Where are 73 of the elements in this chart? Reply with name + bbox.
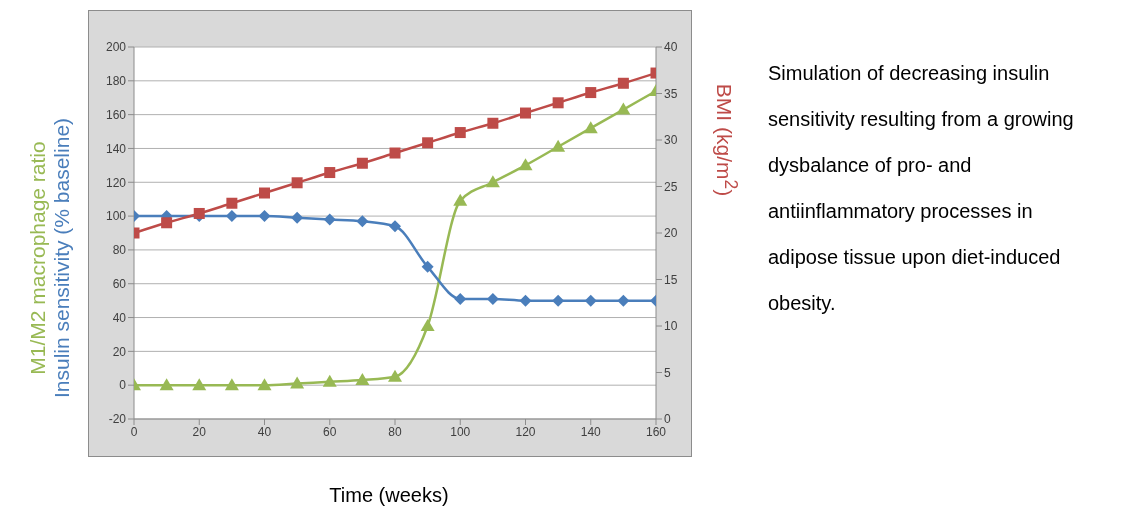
- y-tick-label: 180: [105, 74, 127, 89]
- point: [389, 147, 401, 159]
- y-tick-label: 160: [105, 107, 127, 122]
- point: [617, 294, 630, 307]
- x-tick-label: 80: [388, 424, 402, 439]
- point: [454, 127, 466, 139]
- y2-tick-label: 40: [664, 40, 678, 55]
- y2-tick-label: 15: [664, 272, 678, 287]
- y2-tick-label: 5: [664, 365, 671, 380]
- point: [355, 373, 370, 386]
- point: [291, 211, 304, 224]
- y2-tick-label: 35: [664, 86, 678, 101]
- point: [584, 294, 597, 307]
- y-tick-label: 100: [105, 209, 127, 224]
- point: [485, 175, 500, 188]
- y-tick-label: 80: [112, 243, 127, 258]
- point: [291, 177, 303, 189]
- point: [323, 213, 336, 226]
- y2-tick-label: 30: [664, 133, 678, 148]
- y-tick-label: 120: [105, 175, 127, 190]
- point: [224, 378, 239, 391]
- point: [551, 139, 566, 152]
- point: [257, 378, 272, 391]
- point: [258, 210, 271, 223]
- x-tick-label: 40: [257, 424, 272, 439]
- y2-tick-label: 20: [664, 226, 678, 241]
- point: [324, 167, 336, 179]
- point: [161, 217, 173, 229]
- text: Insulin sensitivity (% baseline): [50, 117, 74, 399]
- point: [159, 378, 174, 391]
- point: [259, 187, 270, 199]
- point: [585, 87, 597, 99]
- point: [552, 97, 564, 109]
- x-tick-label: 120: [515, 424, 536, 439]
- point: [192, 378, 207, 391]
- y-tick-label: 60: [112, 276, 127, 291]
- y-tick-label: 0: [119, 378, 127, 393]
- point: [617, 77, 629, 89]
- point: [421, 260, 434, 273]
- point: [389, 220, 401, 233]
- point: [552, 294, 565, 307]
- y2-tick-label: 10: [664, 319, 678, 334]
- point: [487, 117, 499, 129]
- y2-tick-label: 25: [664, 179, 678, 194]
- point: [422, 137, 434, 149]
- point: [520, 107, 531, 119]
- y-tick-label: 140: [105, 141, 127, 156]
- point: [356, 157, 368, 169]
- point: [322, 374, 337, 387]
- x-tick-label: 0: [130, 424, 138, 439]
- point: [453, 193, 468, 206]
- point: [583, 121, 598, 134]
- point: [518, 158, 533, 171]
- point: [519, 294, 532, 307]
- x-tick-label: 160: [645, 424, 667, 439]
- y-tick-label: -20: [108, 412, 127, 427]
- y-tick-label: 200: [105, 40, 127, 55]
- x-axis-title: Time (weeks): [329, 484, 449, 507]
- text: Simulation of decreasing insulin sensitivity resulting from a growing dysbalance of pro- and antiinflammatory processes in adipose tissue upon diet-induced obesity.: [768, 62, 1074, 314]
- x-tick-label: 20: [192, 424, 207, 439]
- y-tick-label: 20: [112, 344, 127, 359]
- point: [226, 197, 238, 209]
- point: [388, 369, 402, 382]
- point: [356, 215, 369, 228]
- x-tick-label: 60: [323, 424, 337, 439]
- point: [616, 102, 631, 115]
- x-tick-label: 140: [580, 424, 602, 439]
- point: [290, 376, 305, 389]
- text: M1/M2 macrophage ratio: [26, 141, 50, 375]
- y2-tick-label: 0: [664, 412, 671, 427]
- point: [420, 319, 435, 331]
- y-tick-label: 40: [112, 310, 127, 325]
- x-tick-label: 100: [450, 424, 471, 439]
